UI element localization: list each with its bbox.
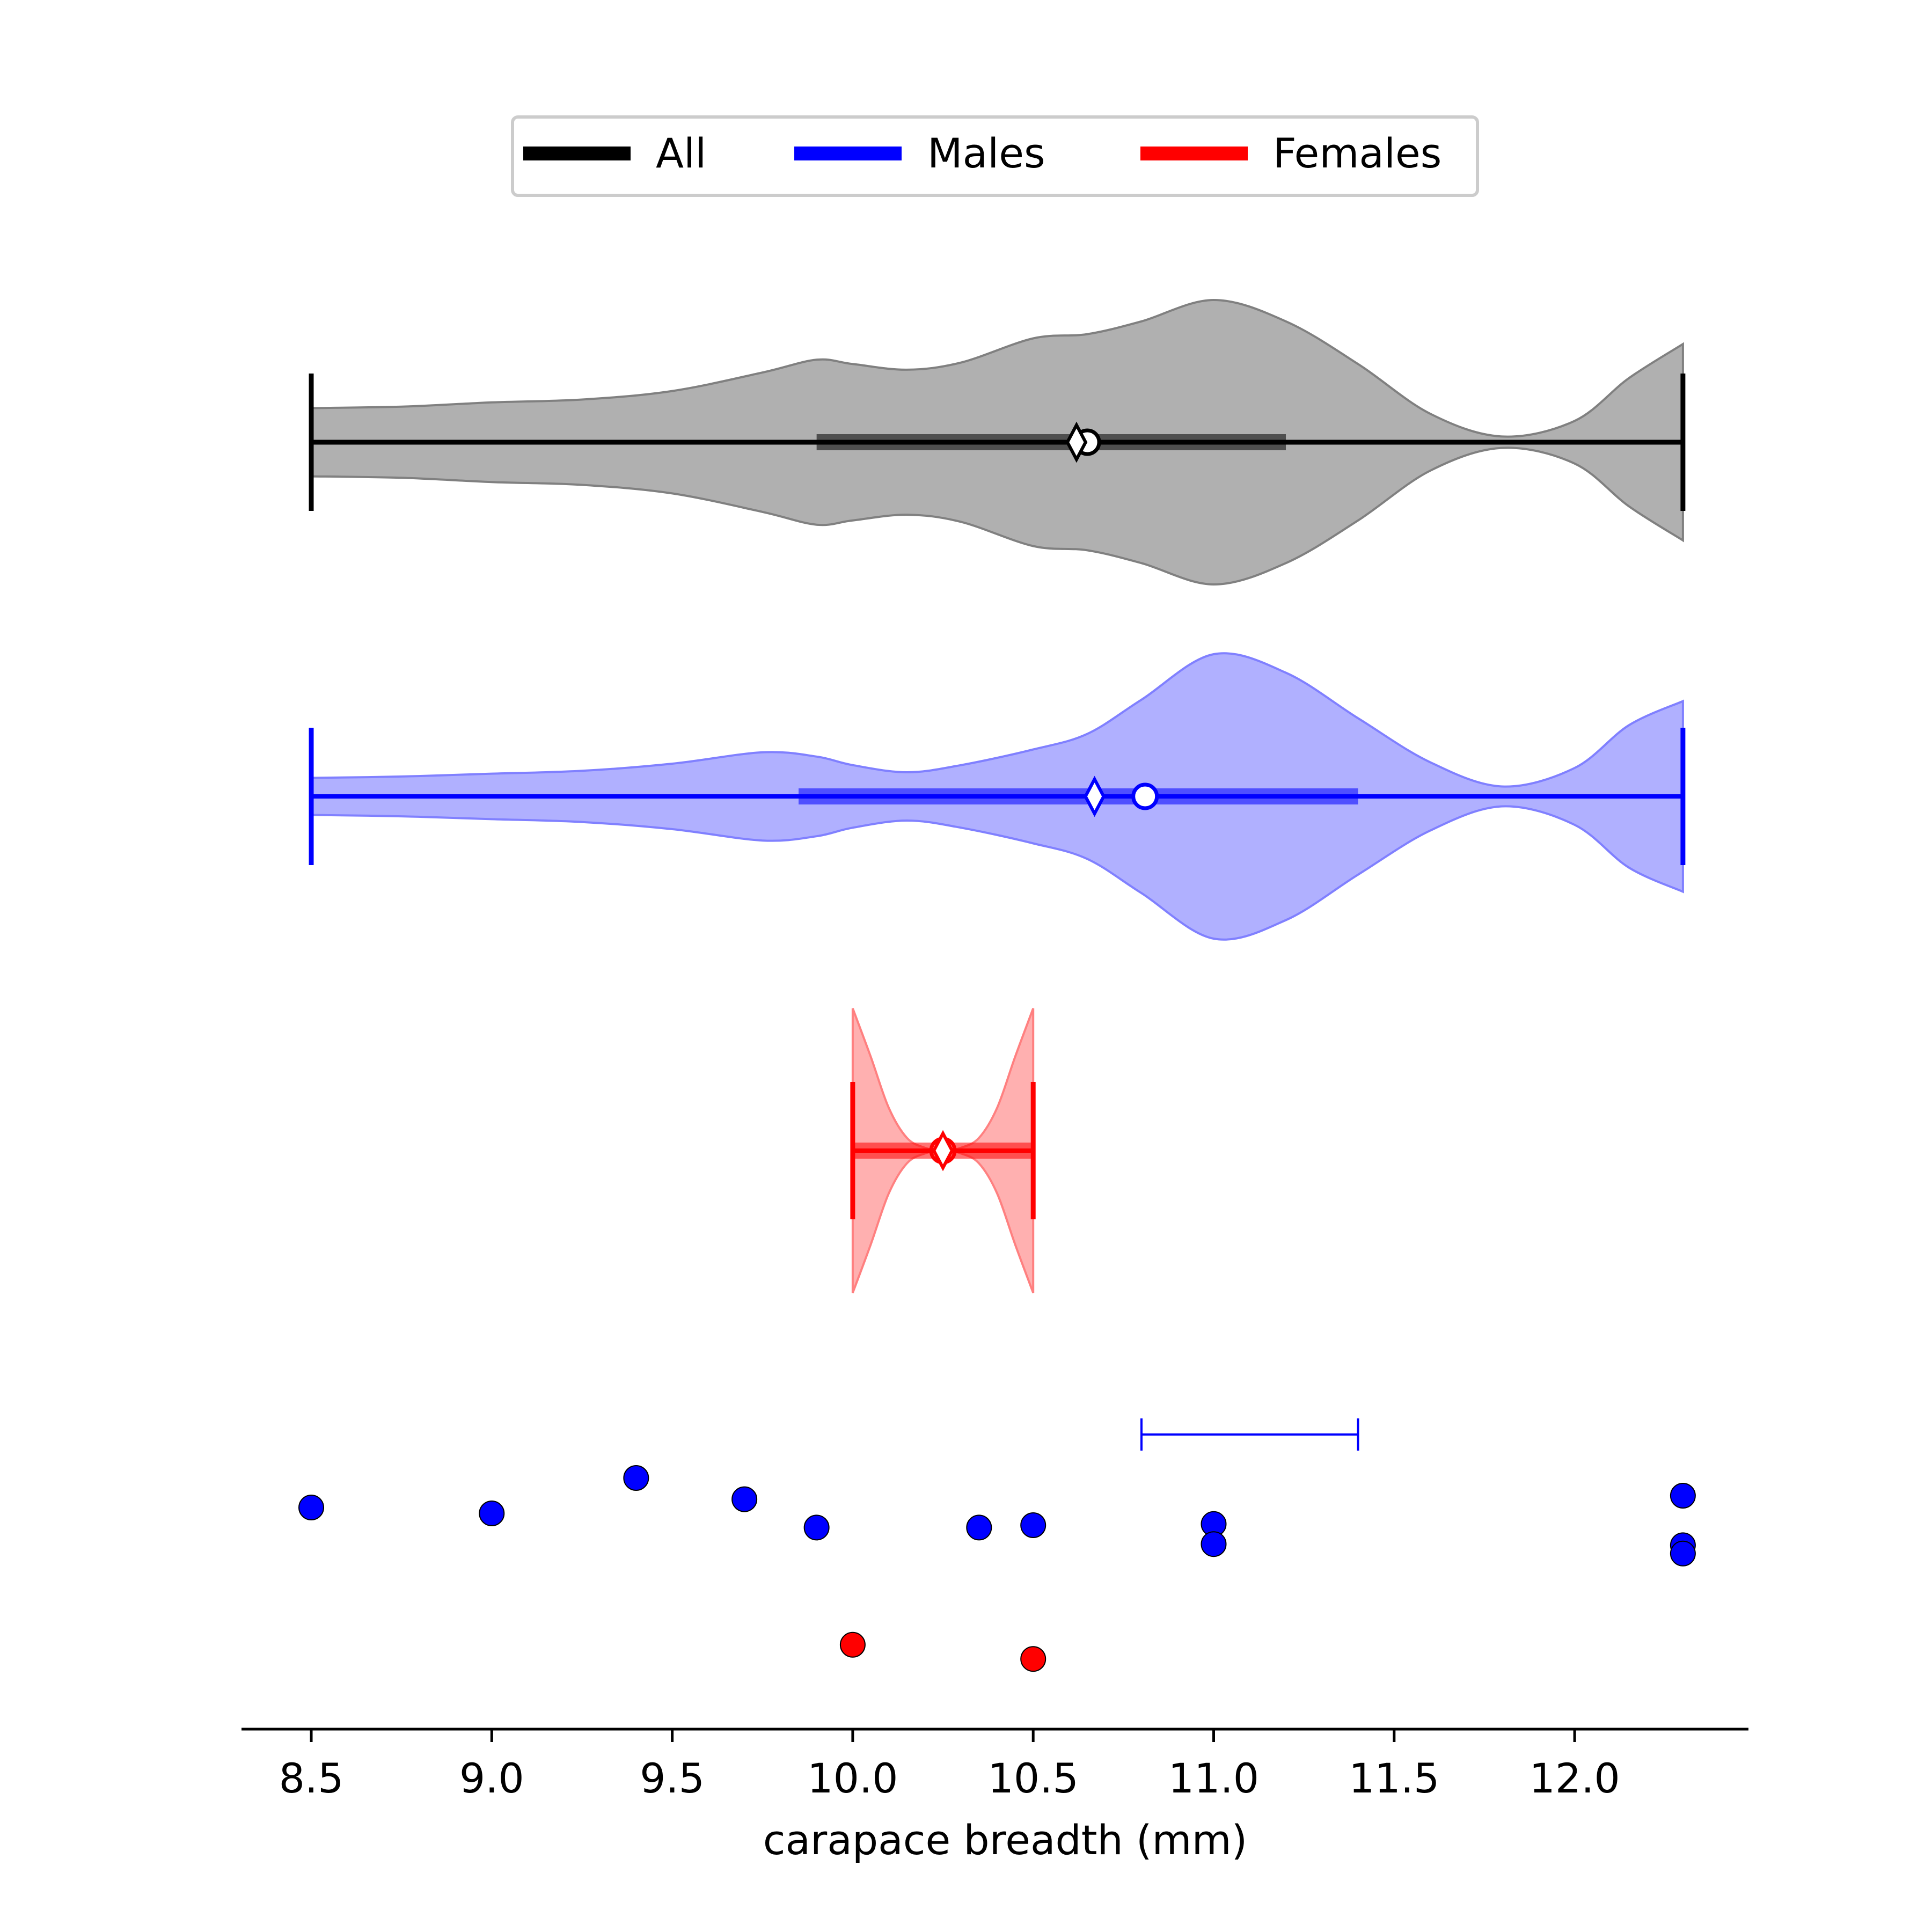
data-point-females bbox=[1020, 1646, 1046, 1672]
x-tick-label: 11.5 bbox=[1349, 1754, 1439, 1802]
data-point-males bbox=[1670, 1483, 1696, 1509]
median-marker-males bbox=[1084, 775, 1106, 817]
x-tick-label: 10.5 bbox=[988, 1754, 1079, 1802]
violin-females bbox=[850, 1008, 1036, 1293]
data-point-males bbox=[1670, 1540, 1696, 1567]
x-ticks: 8.5 9.0 9.5 10.0 10.5 11.0 11.5 12.0 bbox=[279, 1729, 1620, 1802]
x-tick-label: 11.0 bbox=[1168, 1754, 1259, 1802]
data-point-males bbox=[1020, 1512, 1046, 1538]
legend-label-males: Males bbox=[927, 129, 1045, 177]
median-marker-females bbox=[932, 1130, 954, 1172]
x-tick-label: 9.0 bbox=[459, 1754, 524, 1802]
x-tick-label: 10.0 bbox=[807, 1754, 898, 1802]
x-axis-label: carapace breadth (mm) bbox=[763, 1816, 1248, 1864]
data-point-males bbox=[966, 1514, 992, 1541]
x-axis: 8.5 9.0 9.5 10.0 10.5 11.0 11.5 12.0 carapace b… bbox=[241, 1728, 1748, 1864]
x-tick-label: 12.0 bbox=[1529, 1754, 1620, 1802]
violin-males bbox=[309, 652, 1686, 941]
x-tick-label: 9.5 bbox=[640, 1754, 705, 1802]
data-point-males bbox=[479, 1501, 505, 1526]
violins bbox=[309, 298, 1686, 1293]
legend-label-all: All bbox=[656, 129, 706, 177]
data-point-females bbox=[839, 1631, 866, 1658]
data-point-males bbox=[623, 1465, 649, 1491]
data-point-males bbox=[298, 1495, 324, 1520]
interval-bracket bbox=[1140, 1418, 1359, 1451]
median-marker-all bbox=[1065, 421, 1088, 463]
data-point-males bbox=[731, 1486, 758, 1512]
data-points bbox=[298, 1465, 1696, 1672]
data-point-males bbox=[803, 1514, 830, 1541]
data-point-males bbox=[1201, 1531, 1227, 1557]
x-tick-label: 8.5 bbox=[279, 1754, 344, 1802]
legend-label-females: Females bbox=[1273, 129, 1441, 177]
mean-marker-males bbox=[1131, 782, 1159, 810]
legend: All Males Females bbox=[511, 115, 1479, 197]
legend-frame bbox=[511, 115, 1479, 197]
violin-all bbox=[309, 298, 1686, 586]
